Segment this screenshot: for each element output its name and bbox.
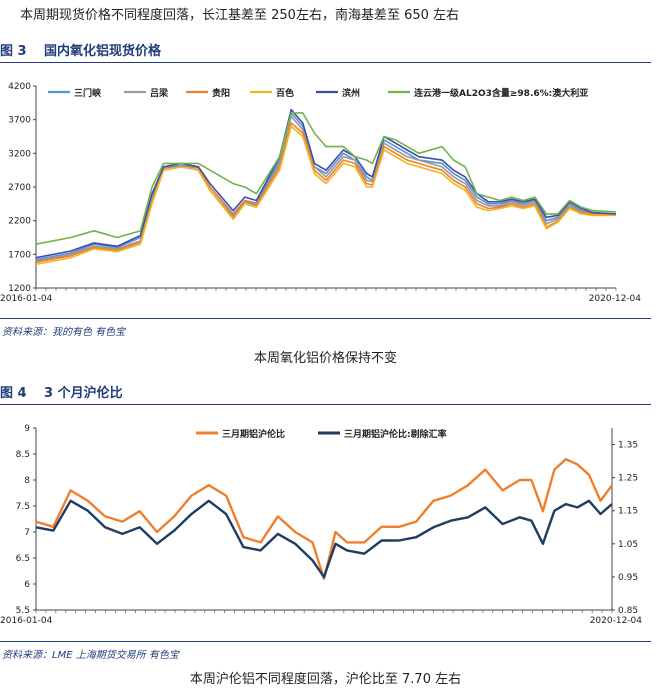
chart2-legend: 三月期铝沪伦比 三月期铝沪伦比:剔除汇率	[196, 428, 447, 440]
chart1-y-tick-label: 2200	[8, 217, 31, 227]
chart2-x-label-end: 2020-12-04	[590, 616, 643, 626]
chart1-y-tick-label: 2700	[8, 183, 31, 193]
figure3-label: 图 3	[0, 44, 27, 59]
chart1-series-line-1	[35, 112, 616, 261]
figure3-top-rule	[0, 62, 651, 63]
chart2-legend-label: 三月期铝沪伦比:剔除汇率	[344, 428, 447, 440]
chart1-y-tick-label: 1700	[8, 250, 31, 260]
chart2-left-tick-label: 6	[24, 580, 30, 590]
figure4-heading: 图 4 3 个月沪伦比	[0, 382, 123, 401]
figure4-bottom-rule	[0, 641, 651, 642]
chart1-legend-label: 滨州	[342, 87, 360, 99]
chart1-axes: 1200 1700 2200 2700 3200 3700 4200 2016-01-04 20…	[0, 82, 641, 304]
chart1-series-line-5	[35, 108, 617, 259]
figure4-title: 3 个月沪伦比	[44, 386, 123, 401]
chart1-legend-label: 三门峡	[74, 87, 102, 99]
shfe-lme-ratio-chart: 5.5 6 6.5 7 7.5 8 8.5 9 0.85 0.95 1.05 1.15 1.25 1.35…	[0, 424, 642, 626]
chart1-legend: 三门峡 吕梁 贵阳 百色 滨州 连云港一级AL2O3含量≥98.6%:澳大利亚	[48, 87, 588, 99]
figure4-top-rule	[0, 404, 651, 405]
chart1-x-label-start: 2016-01-04	[0, 294, 53, 304]
chart1-legend-label: 贵阳	[212, 87, 230, 99]
figure4-source: 资料来源：LME 上海期货交易所 有色宝	[2, 650, 179, 661]
intro-paragraph: 本周期现货价格不同程度回落，长江基差至 250左右，南海基差至 650 左右	[20, 8, 460, 23]
chart2-series-line-2	[35, 499, 613, 579]
chart2-left-tick-label: 9	[24, 424, 30, 434]
chart1-series-line-2	[35, 115, 616, 262]
chart1-legend-label: 百色	[276, 87, 294, 99]
chart1-series-line-6	[35, 112, 617, 245]
chart2-x-label-start: 2016-01-04	[0, 616, 53, 626]
figure4-caption: 本周沪伦铝不同程度回落，沪伦比至 7.70 左右	[189, 672, 462, 687]
chart2-left-tick-label: 8	[24, 476, 30, 486]
chart2-left-tick-label: 8.5	[16, 450, 30, 460]
chart2-left-tick-label: 7.5	[16, 502, 30, 512]
figure3-title: 国内氧化铝现货价格	[44, 44, 162, 59]
chart2-right-tick-label: 0.95	[618, 573, 638, 583]
figure3-source: 资料来源：我的有色 有色宝	[2, 327, 126, 338]
chart2-left-tick-label: 6.5	[16, 554, 30, 564]
figure3-bottom-rule	[0, 318, 651, 319]
chart2-right-tick-label: 1.35	[618, 441, 638, 451]
chart1-y-tick-label: 3700	[8, 116, 31, 126]
chart1-legend-label: 吕梁	[150, 87, 169, 99]
chart2-series-line-1	[35, 458, 613, 581]
chart1-lines	[35, 108, 617, 266]
chart2-right-tick-label: 1.05	[618, 540, 638, 550]
chart2-legend-label: 三月期铝沪伦比	[222, 428, 285, 440]
chart1-series-line-4	[35, 125, 616, 266]
chart1-y-tick-label: 4200	[8, 82, 31, 92]
chart2-right-tick-label: 0.85	[618, 606, 638, 616]
chart1-legend-label: 连云港一级AL2O3含量≥98.6%:澳大利亚	[414, 87, 588, 99]
chart1-y-tick-label: 1200	[8, 284, 31, 294]
chart2-left-tick-label: 7	[24, 528, 30, 538]
chart2-left-tick-label: 5.5	[16, 606, 30, 616]
chart1-y-tick-label: 3200	[8, 149, 31, 159]
chart1-x-label-end: 2020-12-04	[589, 294, 642, 304]
chart2-right-tick-label: 1.15	[618, 507, 638, 517]
figure3-heading: 图 3 国内氧化铝现货价格	[0, 40, 161, 59]
figure4-label: 图 4	[0, 386, 27, 401]
chart2-right-tick-label: 1.25	[618, 474, 638, 484]
figure3-caption: 本周氧化铝价格保持不变	[253, 351, 397, 366]
alumina-price-chart: 1200 1700 2200 2700 3200 3700 4200 2016-01-04 20…	[0, 82, 641, 304]
chart1-series-line-3	[35, 122, 616, 264]
chart2-axes: 5.5 6 6.5 7 7.5 8 8.5 9 0.85 0.95 1.05 1.15 1.25 1.35…	[0, 424, 642, 626]
chart2-lines	[35, 458, 613, 581]
